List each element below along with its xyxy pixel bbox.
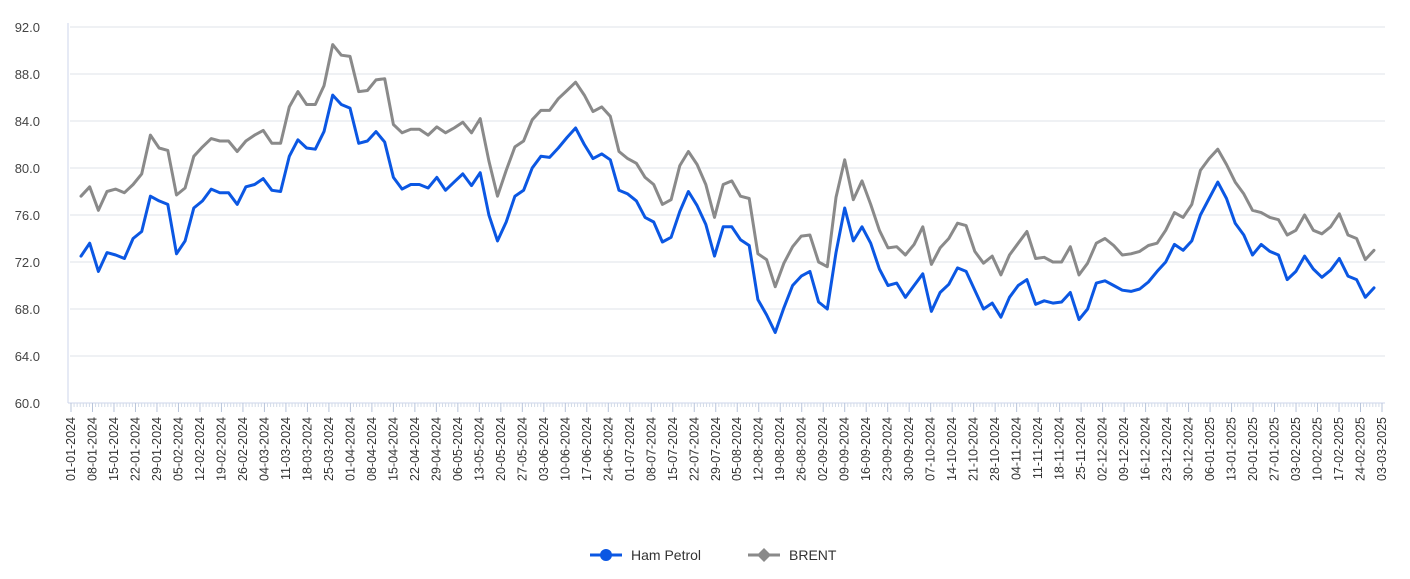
x-tick-label: 15-01-2024 bbox=[107, 417, 121, 481]
y-tick-label: 60.0 bbox=[15, 396, 40, 411]
y-tick-label: 72.0 bbox=[15, 255, 40, 270]
x-tick-label: 04-11-2024 bbox=[1010, 417, 1024, 480]
x-tick-label: 22-04-2024 bbox=[408, 417, 422, 481]
legend-item-ham-petrol[interactable]: Ham Petrol bbox=[590, 547, 701, 563]
x-tick-label: 24-02-2025 bbox=[1354, 417, 1368, 481]
x-tick-label: 18-11-2024 bbox=[1053, 417, 1067, 480]
series-line-brent[interactable] bbox=[79, 43, 1376, 289]
x-tick-label: 27-01-2025 bbox=[1268, 417, 1282, 481]
x-tick-label: 11-11-2024 bbox=[1031, 417, 1045, 479]
x-tick-label: 05-02-2024 bbox=[171, 417, 185, 481]
x-tick-label: 24-06-2024 bbox=[601, 417, 615, 481]
x-tick-label: 15-04-2024 bbox=[386, 417, 400, 481]
x-tick-label: 20-05-2024 bbox=[494, 417, 508, 481]
x-tick-label: 05-08-2024 bbox=[730, 417, 744, 481]
x-tick-label: 26-08-2024 bbox=[795, 417, 809, 481]
x-tick-label: 01-04-2024 bbox=[343, 417, 357, 481]
x-tick-label: 18-03-2024 bbox=[300, 417, 314, 481]
x-tick-label: 09-12-2024 bbox=[1117, 417, 1131, 481]
legend-marker-circle-icon bbox=[600, 549, 612, 561]
x-tick-label: 12-02-2024 bbox=[193, 417, 207, 481]
x-tick-label: 12-08-2024 bbox=[752, 417, 766, 481]
x-tick-label: 22-01-2024 bbox=[128, 417, 142, 481]
x-tick-label: 01-07-2024 bbox=[623, 417, 637, 481]
y-tick-label: 80.0 bbox=[15, 161, 40, 176]
y-tick-label: 92.0 bbox=[15, 20, 40, 35]
series-line-ham-petrol[interactable] bbox=[79, 93, 1376, 334]
y-tick-label: 88.0 bbox=[15, 67, 40, 82]
x-tick-label: 15-07-2024 bbox=[666, 417, 680, 481]
x-tick-label: 29-01-2024 bbox=[150, 417, 164, 481]
series-lines bbox=[79, 43, 1376, 334]
x-tick-label: 02-09-2024 bbox=[816, 417, 830, 481]
legend-marker-diamond-icon bbox=[757, 548, 771, 562]
legend[interactable]: Ham Petrol BRENT bbox=[590, 547, 837, 563]
legend-item-brent[interactable]: BRENT bbox=[748, 547, 837, 563]
grid-lines bbox=[70, 26, 1385, 404]
x-tick-label: 03-06-2024 bbox=[537, 417, 551, 481]
y-tick-label: 64.0 bbox=[15, 349, 40, 364]
x-tick-label: 01-01-2024 bbox=[64, 417, 78, 481]
x-tick-label: 20-01-2025 bbox=[1246, 417, 1260, 481]
legend-label-brent: BRENT bbox=[789, 547, 837, 563]
y-tick-label: 84.0 bbox=[15, 114, 40, 129]
x-tick-label: 04-03-2024 bbox=[257, 417, 271, 481]
x-tick-label: 10-06-2024 bbox=[558, 417, 572, 481]
x-tick-label: 19-08-2024 bbox=[773, 417, 787, 481]
x-tick-label: 14-10-2024 bbox=[945, 417, 959, 481]
x-tick-label: 13-05-2024 bbox=[472, 417, 486, 481]
x-tick-label: 11-03-2024 bbox=[279, 417, 293, 480]
x-tick-label: 25-11-2024 bbox=[1074, 417, 1088, 480]
x-tick-label: 06-01-2025 bbox=[1203, 417, 1217, 481]
x-tick-label: 25-03-2024 bbox=[322, 417, 336, 481]
x-tick-label: 22-07-2024 bbox=[687, 417, 701, 481]
x-tick-label: 02-12-2024 bbox=[1096, 417, 1110, 481]
legend-label-ham-petrol: Ham Petrol bbox=[631, 547, 701, 563]
x-tick-label: 23-09-2024 bbox=[881, 417, 895, 481]
x-tick-label: 29-07-2024 bbox=[709, 417, 723, 481]
x-tick-label: 28-10-2024 bbox=[988, 417, 1002, 481]
y-tick-label: 68.0 bbox=[15, 302, 40, 317]
x-tick-label: 07-10-2024 bbox=[924, 417, 938, 481]
x-tick-label: 16-12-2024 bbox=[1139, 417, 1153, 481]
x-tick-label: 13-01-2025 bbox=[1225, 417, 1239, 481]
x-tick-label: 23-12-2024 bbox=[1160, 417, 1174, 481]
x-tick-label: 08-07-2024 bbox=[644, 417, 658, 481]
x-tick-label: 21-10-2024 bbox=[967, 417, 981, 481]
x-tick-label: 29-04-2024 bbox=[429, 417, 443, 481]
x-axis: 01-01-2024 08-01-2024 15-01-2024 22-01-2024… bbox=[64, 402, 1389, 481]
x-tick-label: 09-09-2024 bbox=[838, 417, 852, 481]
x-tick-label: 03-03-2025 bbox=[1375, 417, 1389, 481]
x-tick-label: 17-06-2024 bbox=[580, 417, 594, 481]
x-tick-label: 08-04-2024 bbox=[365, 417, 379, 481]
x-tick-label: 26-02-2024 bbox=[236, 417, 250, 481]
y-tick-label: 76.0 bbox=[15, 208, 40, 223]
x-tick-label: 30-12-2024 bbox=[1182, 417, 1196, 481]
x-tick-label: 06-05-2024 bbox=[451, 417, 465, 481]
y-axis: 60.0 64.0 68.0 72.0 76.0 80.0 84.0 88.0 92.0 bbox=[15, 20, 69, 411]
x-tick-label: 30-09-2024 bbox=[902, 417, 916, 481]
x-tick-label: 03-02-2025 bbox=[1289, 417, 1303, 481]
x-tick-label: 10-02-2025 bbox=[1311, 417, 1325, 481]
x-tick-label: 27-05-2024 bbox=[515, 417, 529, 481]
x-tick-label: 17-02-2025 bbox=[1332, 417, 1346, 481]
x-tick-label: 08-01-2024 bbox=[85, 417, 99, 481]
x-tick-label: 16-09-2024 bbox=[859, 417, 873, 481]
x-tick-label: 19-02-2024 bbox=[214, 417, 228, 481]
